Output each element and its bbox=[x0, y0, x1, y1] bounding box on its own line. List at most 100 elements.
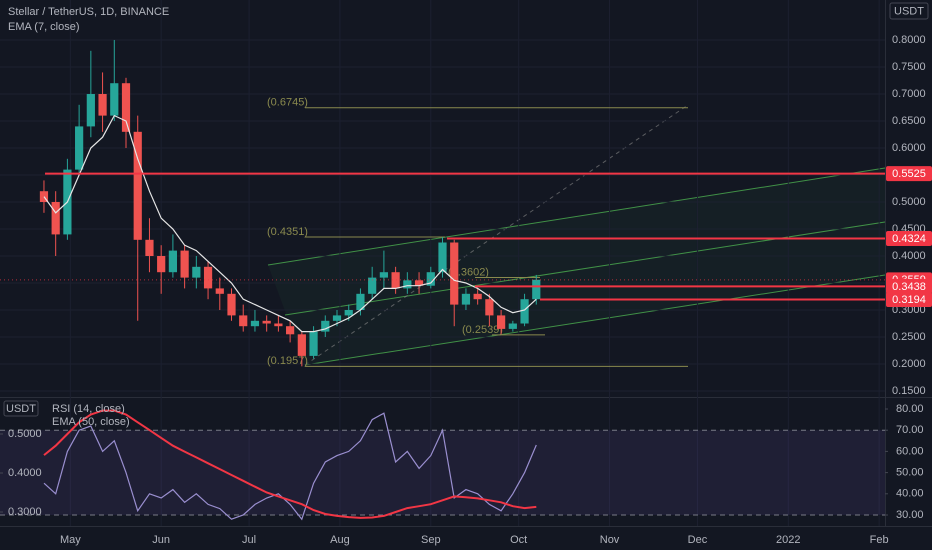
channel-upper bbox=[267, 167, 886, 266]
candle-body bbox=[332, 315, 342, 321]
fib-label: (0.1957) bbox=[267, 355, 308, 367]
fib-label: (0.6745) bbox=[267, 97, 308, 109]
y-tick-label: 0.2000 bbox=[892, 358, 926, 370]
candle-body bbox=[368, 277, 377, 294]
candle-body bbox=[438, 242, 447, 273]
rsi-tick-label: 40.00 bbox=[896, 488, 924, 500]
y-tick-label: 0.5000 bbox=[892, 196, 926, 208]
channel-middle bbox=[284, 221, 886, 316]
candle-body bbox=[450, 242, 459, 305]
price-label: 0.5525 bbox=[892, 168, 926, 180]
candle-body bbox=[356, 293, 365, 311]
candle-body bbox=[309, 331, 318, 356]
y-tick-label: 0.1500 bbox=[892, 385, 926, 397]
candle-body bbox=[379, 272, 388, 278]
candle-body bbox=[473, 293, 482, 300]
candle-body bbox=[391, 272, 400, 289]
x-tick-label: 2022 bbox=[776, 534, 800, 546]
y-tick-label: 0.7000 bbox=[892, 88, 926, 100]
price-label-box bbox=[886, 278, 932, 294]
fib-label: (0.2539) bbox=[462, 324, 503, 336]
rsi-tick-label: 80.00 bbox=[896, 403, 924, 415]
candle-body bbox=[297, 334, 306, 356]
candle-body bbox=[532, 279, 541, 300]
unit-box bbox=[889, 2, 929, 20]
x-tick-label: Oct bbox=[510, 534, 527, 546]
x-tick-label: Aug bbox=[330, 534, 350, 546]
candle-body bbox=[485, 299, 494, 316]
rsi-tick-label: 60.00 bbox=[896, 445, 924, 457]
candle-body bbox=[403, 280, 412, 289]
candle-body bbox=[414, 280, 424, 286]
rsi-left-axis-unit: USDT bbox=[6, 403, 36, 415]
y-tick-label: 0.4000 bbox=[892, 250, 926, 262]
series-line bbox=[43, 412, 537, 521]
candle-body bbox=[426, 272, 435, 286]
candle-body bbox=[75, 126, 84, 170]
x-tick-label: Dec bbox=[688, 534, 708, 546]
price-label-box bbox=[886, 166, 932, 182]
x-tick-label: Jun bbox=[152, 534, 170, 546]
x-tick-label: Jul bbox=[242, 534, 256, 546]
channel-fill bbox=[268, 168, 885, 365]
indicator-label: EMA (7, close) bbox=[8, 21, 80, 33]
left-tick-label: 0.3000 bbox=[8, 506, 42, 518]
y-tick-label: 0.8000 bbox=[892, 34, 926, 46]
candle-body bbox=[344, 310, 353, 316]
candle-body bbox=[215, 288, 224, 294]
rsi-tick-label: 30.00 bbox=[896, 509, 924, 521]
y-tick-label: 0.6500 bbox=[892, 115, 926, 127]
price-label-box bbox=[886, 231, 932, 247]
rsi-tick-label: 50.00 bbox=[896, 467, 924, 479]
candle-body bbox=[39, 191, 49, 203]
y-tick-label: 0.6000 bbox=[892, 142, 926, 154]
candle-body bbox=[520, 299, 529, 324]
rsi-band bbox=[0, 430, 885, 515]
candle-body bbox=[86, 94, 95, 127]
candle-body bbox=[145, 239, 154, 257]
candle-body bbox=[508, 323, 517, 329]
candle-body bbox=[461, 293, 471, 305]
x-tick-label: Feb bbox=[870, 534, 889, 546]
candle-body bbox=[51, 202, 60, 235]
candle-body bbox=[192, 266, 201, 278]
price-label: 0.3438 bbox=[892, 281, 926, 293]
y-tick-label: 0.7500 bbox=[892, 61, 926, 73]
candle-body bbox=[121, 83, 131, 132]
left-tick-label: 0.4000 bbox=[8, 467, 42, 479]
unit-box bbox=[3, 400, 39, 417]
candle-body bbox=[286, 326, 295, 335]
series-line bbox=[43, 409, 537, 519]
candle-body bbox=[168, 250, 177, 273]
candle-body bbox=[133, 131, 142, 240]
candle-body bbox=[274, 323, 283, 327]
fib-label: (0.4351) bbox=[267, 226, 308, 238]
price-label-box bbox=[886, 292, 932, 308]
x-tick-label: Sep bbox=[421, 534, 441, 546]
candle-body bbox=[98, 94, 107, 116]
chart-title: Stellar / TetherUS, 1D, BINANCE bbox=[8, 6, 169, 18]
candle-body bbox=[250, 320, 260, 327]
price-label: 0.3194 bbox=[892, 294, 926, 306]
price-axis-unit: USDT bbox=[894, 5, 924, 17]
candle-body bbox=[203, 266, 213, 289]
x-tick-label: May bbox=[60, 534, 81, 546]
rsi-title: RSI (14, close) bbox=[52, 403, 125, 415]
candle-body bbox=[497, 315, 506, 329]
left-tick-label: 0.5000 bbox=[8, 428, 42, 440]
x-tick-label: Nov bbox=[600, 534, 620, 546]
candle-body bbox=[239, 315, 248, 327]
candle-body bbox=[262, 320, 271, 324]
candle-body bbox=[227, 293, 236, 316]
candle-body bbox=[180, 250, 189, 278]
candle-body bbox=[321, 320, 330, 332]
price-label: 0.4324 bbox=[892, 233, 926, 245]
y-tick-label: 0.2500 bbox=[892, 331, 926, 343]
candle-body bbox=[157, 256, 166, 273]
series-line bbox=[43, 114, 537, 333]
rsi-tick-label: 70.00 bbox=[896, 424, 924, 436]
